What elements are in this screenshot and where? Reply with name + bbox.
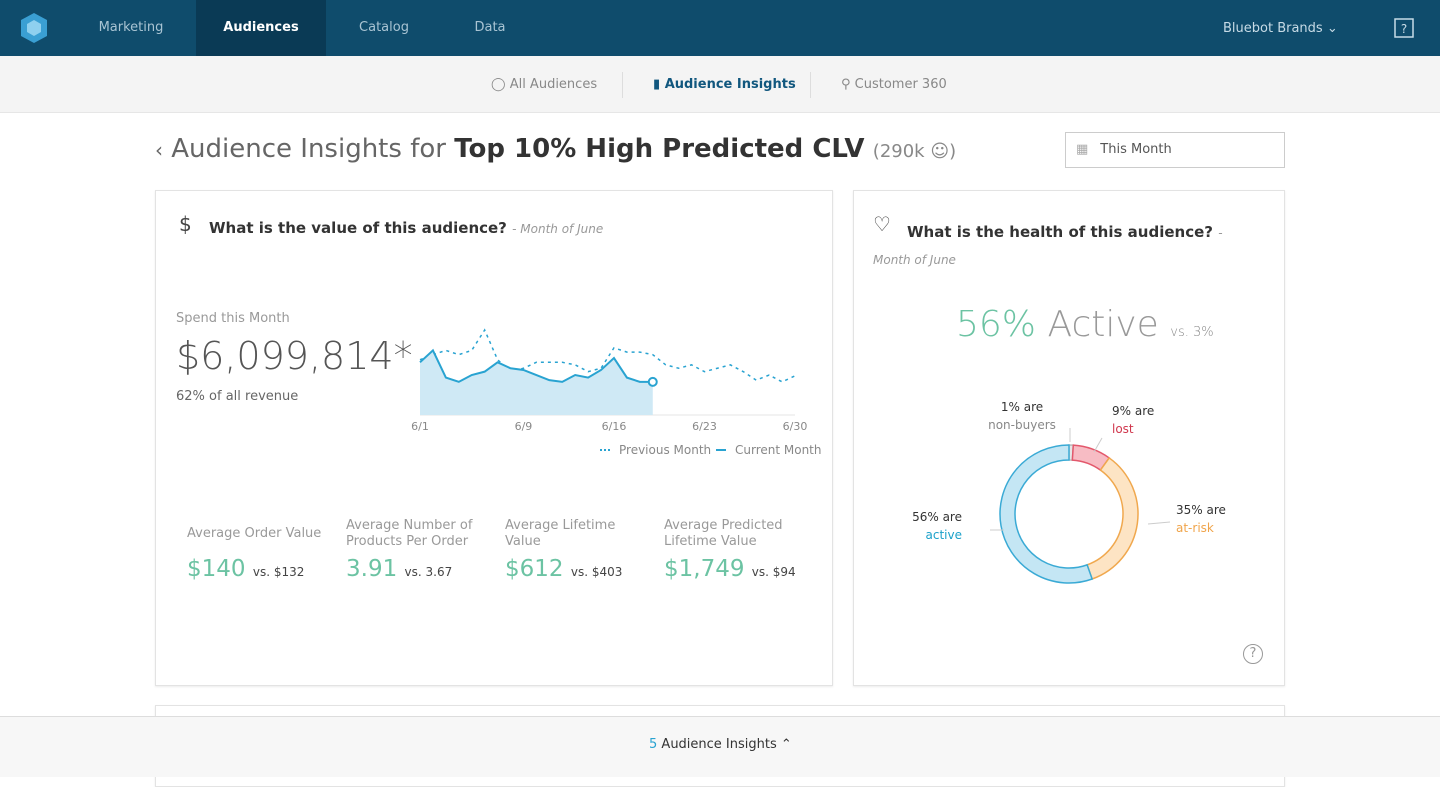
sub-nav-item[interactable]: ◯ All Audiences xyxy=(491,77,598,92)
health-card xyxy=(853,190,1285,686)
label: Audience Insights xyxy=(664,77,796,92)
segment-name: at-risk xyxy=(1176,521,1214,535)
brand: Bluebot Brands xyxy=(1223,21,1323,36)
subtitle: - Month of June xyxy=(873,226,1223,267)
kpi-value: $1,749 xyxy=(664,556,745,582)
headline-word: Active xyxy=(1047,304,1159,345)
footer-bar xyxy=(0,716,1440,777)
kpi: $1,749 vs. $94 xyxy=(664,556,796,582)
kpi-compare: vs. $132 xyxy=(252,565,305,579)
sub-nav-item[interactable]: ⚲ Customer 360 xyxy=(841,77,947,92)
divider xyxy=(622,72,623,98)
divider xyxy=(810,72,811,98)
audience-size: (290k ☺) xyxy=(872,141,957,162)
insight-count: 5 xyxy=(649,737,658,752)
kpi-compare: vs. 3.67 xyxy=(404,565,453,579)
help-button[interactable]: ? xyxy=(1243,644,1263,664)
subtitle: - Month of June xyxy=(512,222,604,236)
spend-chart: 6/1 6/9 6/16 6/23 6/30 Previous Month Current … xyxy=(411,328,822,457)
area xyxy=(420,350,653,415)
page-title: ‹ Audience Insights for Top 10% High Pre… xyxy=(155,134,956,164)
spend-note: 62% of all revenue xyxy=(176,389,299,404)
x-tick-label: 6/16 xyxy=(602,420,627,433)
segment-value-label: 9% are xyxy=(1112,404,1154,418)
nav-tab[interactable]: Audiences xyxy=(196,0,326,56)
sub-nav xyxy=(0,56,1440,113)
label: All Audiences xyxy=(509,77,598,92)
donut-segment xyxy=(1086,456,1139,580)
headline: 56% Active vs. 3% xyxy=(956,304,1214,345)
top-bar: Marketing Audiences Catalog Data Bluebot… xyxy=(0,0,1440,56)
line xyxy=(419,348,653,383)
logo[interactable] xyxy=(19,12,49,44)
kpi-label: Average Order Value xyxy=(187,526,322,541)
label: Customer 360 xyxy=(854,77,947,92)
segment-value-label: 35% are xyxy=(1176,503,1226,517)
kpi-compare: vs. $94 xyxy=(751,565,796,579)
kpi-compare: vs. $403 xyxy=(570,565,623,579)
size: (290k xyxy=(872,141,925,162)
headline-compare: vs. 3% xyxy=(1170,325,1214,340)
segment-name: lost xyxy=(1112,422,1134,436)
segment-name: active xyxy=(926,528,962,542)
spend-value: $6,099,814* xyxy=(176,334,413,378)
value-card xyxy=(155,190,833,686)
back[interactable]: ‹ xyxy=(155,138,163,162)
kpi-label: Average Number of Products Per Order xyxy=(346,518,473,549)
kpi-value: 3.91 xyxy=(346,556,398,582)
dollar-icon: $ xyxy=(179,212,192,236)
card-title: What is the health of this audience? - M… xyxy=(873,219,1263,273)
x-tick-label: 6/1 xyxy=(411,420,429,433)
footer-toggle[interactable]: 5 Audience Insights ⌃ xyxy=(649,737,792,752)
title-prefix: Audience Insights for xyxy=(171,134,446,164)
heart-icon: ♡ xyxy=(873,212,891,236)
kpi: 3.91 vs. 3.67 xyxy=(346,556,452,582)
x-tick-label: 6/9 xyxy=(515,420,533,433)
size-end: ) xyxy=(949,141,957,162)
end-point xyxy=(647,376,658,387)
segment-value-label: 1% are xyxy=(1001,400,1043,414)
legend-label: Current Month xyxy=(735,443,822,457)
kpi-value: $140 xyxy=(187,556,246,582)
legend-label: Previous Month xyxy=(619,443,711,457)
kpi-value: $612 xyxy=(505,556,564,582)
title: What is the health of this audience? xyxy=(907,223,1213,241)
headline-value: 56% xyxy=(956,304,1037,345)
title: What is the value of this audience? xyxy=(209,219,507,237)
kpi-label: Average Lifetime Value xyxy=(505,518,616,549)
kpi-label: Average Predicted Lifetime Value xyxy=(664,518,783,549)
health-donut: 1% are non-buyers 9% are lost 35% are at-risk… xyxy=(912,400,1226,584)
leader-line xyxy=(1093,437,1103,453)
nav-tab[interactable]: Data xyxy=(474,20,506,35)
date-filter[interactable]: ▦ This Month xyxy=(1065,132,1285,168)
audience-name: Top 10% High Predicted CLV xyxy=(454,134,865,164)
x-tick-label: 6/30 xyxy=(783,420,808,433)
segment-name: non-buyers xyxy=(988,418,1056,432)
nav-tab[interactable]: Marketing xyxy=(98,20,164,35)
svg-text:?: ? xyxy=(1401,22,1407,36)
help-icon[interactable]: ? xyxy=(1394,18,1414,38)
segment-value-label: 56% are xyxy=(912,510,962,524)
footer-label: Audience Insights xyxy=(661,737,777,752)
card-title: What is the value of this audience? - Mo… xyxy=(209,219,603,237)
spend-label: Spend this Month xyxy=(176,311,290,326)
sub-nav-item[interactable]: ▮ Audience Insights xyxy=(653,77,796,92)
kpi: $140 vs. $132 xyxy=(187,556,304,582)
leader-line xyxy=(1147,521,1171,525)
x-tick-label: 6/23 xyxy=(692,420,717,433)
date-filter-label: This Month xyxy=(1100,142,1172,157)
kpi: $612 vs. $403 xyxy=(505,556,622,582)
nav-tab[interactable]: Catalog xyxy=(359,20,409,35)
brand-menu[interactable]: Bluebot Brands ⌄ xyxy=(1223,21,1338,36)
donut-segment xyxy=(999,444,1094,584)
